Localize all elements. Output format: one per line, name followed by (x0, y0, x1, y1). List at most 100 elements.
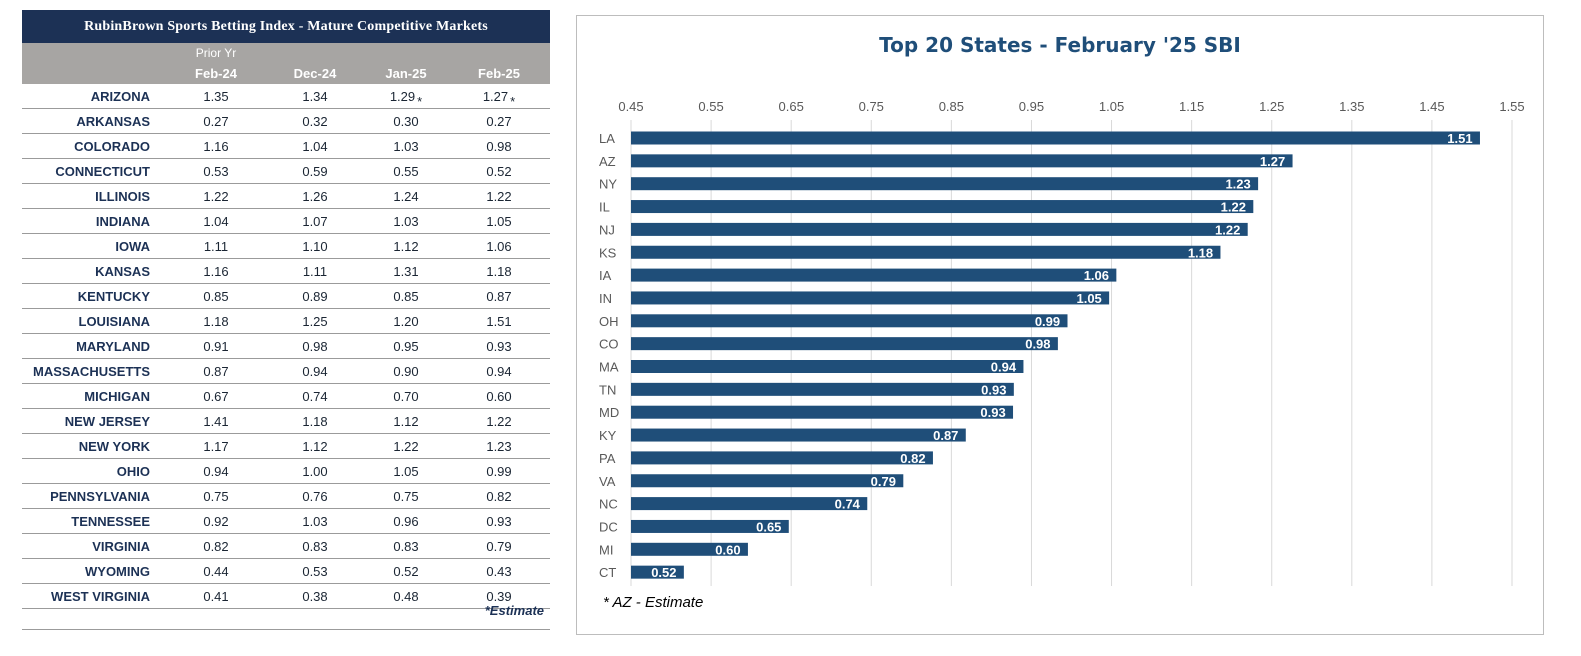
cell-value: 0.74 (302, 389, 328, 404)
table-cell: 0.27 (182, 114, 250, 129)
table-cell: 0.27 (458, 114, 540, 129)
cell-value: 0.85 (393, 289, 419, 304)
cell-value: 1.18 (486, 264, 512, 279)
category-label: OH (599, 314, 619, 329)
table-title: RubinBrown Sports Betting Index - Mature… (22, 10, 550, 43)
x-tick-label: 0.75 (859, 99, 884, 114)
table-cell: 0.92 (182, 514, 250, 529)
table-cell: 1.11 (274, 264, 356, 279)
cell-value: 0.44 (203, 564, 229, 579)
table-row: NEW YORK 1.17 1.12 1.22 1.23 (22, 434, 550, 459)
state-name: KENTUCKY (77, 289, 150, 304)
cell-value: 0.93 (486, 339, 512, 354)
table-row: CONNECTICUT 0.53 0.59 0.55 0.52 (22, 159, 550, 184)
bar-value-label: 0.74 (835, 497, 861, 512)
table-cell: 0.55 (366, 164, 446, 179)
table-row: COLORADO 1.16 1.04 1.03 0.98 (22, 134, 550, 159)
bar-value-label: 0.52 (651, 565, 676, 580)
cell-value: 1.11 (302, 264, 328, 279)
cell-value: 1.18 (302, 414, 328, 429)
cell-value: 0.75 (393, 489, 419, 504)
cell-value: 0.82 (203, 539, 229, 554)
table-row: MICHIGAN 0.67 0.74 0.70 0.60 (22, 384, 550, 409)
table-row: KANSAS 1.16 1.11 1.31 1.18 (22, 259, 550, 284)
cell-value: 0.93 (486, 514, 512, 529)
table-cell: 1.05 (458, 214, 540, 229)
cell-value: 0.79 (486, 539, 512, 554)
table-cell: 1.03 (366, 139, 446, 154)
category-label: LA (599, 131, 615, 146)
table-cell: 0.70 (366, 389, 446, 404)
table-cell: 0.53 (182, 164, 250, 179)
bar-value-label: 0.82 (900, 451, 925, 466)
table-cell: 0.83 (366, 539, 446, 554)
table-cell: 0.52 (458, 164, 540, 179)
table-cell: 0.44 (182, 564, 250, 579)
table-cell: 0.94 (182, 464, 250, 479)
estimate-marker: * (417, 94, 423, 109)
cell-value: 0.75 (203, 489, 229, 504)
bar-value-label: 0.93 (981, 382, 1006, 397)
state-name: COLORADO (74, 139, 150, 154)
bar (631, 131, 1480, 145)
table-cell: 0.38 (274, 589, 356, 604)
table-cell: 0.93 (458, 339, 540, 354)
bar-value-label: 1.23 (1225, 177, 1250, 192)
table-header: Prior Yr Feb-24 Dec-24 Jan-25 Feb-25 (22, 43, 550, 84)
cell-value: 1.11 (203, 239, 229, 254)
cell-value: 0.89 (302, 289, 328, 304)
table-cell: 0.98 (274, 339, 356, 354)
table-cell: 1.18 (274, 414, 356, 429)
table-row: WYOMING 0.44 0.53 0.52 0.43 (22, 559, 550, 584)
cell-value: 1.35 (203, 89, 229, 104)
state-name: ILLINOIS (95, 189, 150, 204)
cell-value: 1.24 (393, 189, 419, 204)
category-label: DC (599, 519, 618, 534)
table-cell: 1.24 (366, 189, 446, 204)
table-cell: 1.18 (182, 314, 250, 329)
category-label: CT (599, 565, 616, 580)
cell-value: 0.30 (393, 114, 419, 129)
table-row: LOUISIANA 1.18 1.25 1.20 1.51 (22, 309, 550, 334)
state-name: NEW YORK (78, 439, 150, 454)
category-label: KS (599, 245, 617, 260)
cell-value: 0.52 (393, 564, 419, 579)
x-tick-label: 0.55 (698, 99, 723, 114)
table-row: WEST VIRGINIA 0.41 0.38 0.48 0.39 (22, 584, 550, 609)
bar-value-label: 0.93 (980, 405, 1005, 420)
cell-value: 0.87 (486, 289, 512, 304)
table-cell: 1.16 (182, 139, 250, 154)
bar (631, 519, 789, 533)
table-cell: 0.76 (274, 489, 356, 504)
state-name: IOWA (115, 239, 150, 254)
x-tick-label: 0.95 (1019, 99, 1044, 114)
bar (631, 200, 1254, 214)
table-cell: 0.99 (458, 464, 540, 479)
cell-value: 1.20 (393, 314, 419, 329)
bar-value-label: 1.27 (1260, 154, 1285, 169)
table-cell: 1.04 (182, 214, 250, 229)
category-label: TN (599, 382, 616, 397)
state-name: MARYLAND (76, 339, 150, 354)
cell-value: 1.29 (389, 89, 416, 104)
table-cell: 1.11 (182, 239, 250, 254)
cell-value: 0.60 (486, 389, 512, 404)
state-name: CONNECTICUT (55, 164, 150, 179)
bar (631, 337, 1058, 351)
table-cell: 1.31 (366, 264, 446, 279)
table-row: ARIZONA 1.35 1.34 1.29 * 1.27 * (22, 84, 550, 109)
chart-title: Top 20 States - February '25 SBI (879, 33, 1241, 57)
table-cell: 0.96 (366, 514, 446, 529)
table-cell: 0.85 (366, 289, 446, 304)
table-cell: 1.34 (274, 89, 356, 104)
cell-value: 0.27 (486, 114, 512, 129)
cell-value: 0.52 (486, 164, 512, 179)
table-cell: 0.74 (274, 389, 356, 404)
table-row: IOWA 1.11 1.10 1.12 1.06 (22, 234, 550, 259)
table-cell: 0.32 (274, 114, 356, 129)
cell-value: 0.91 (203, 339, 229, 354)
bar (631, 268, 1117, 282)
bar (631, 405, 1014, 419)
category-label: IA (599, 268, 612, 283)
cell-value: 0.94 (203, 464, 229, 479)
